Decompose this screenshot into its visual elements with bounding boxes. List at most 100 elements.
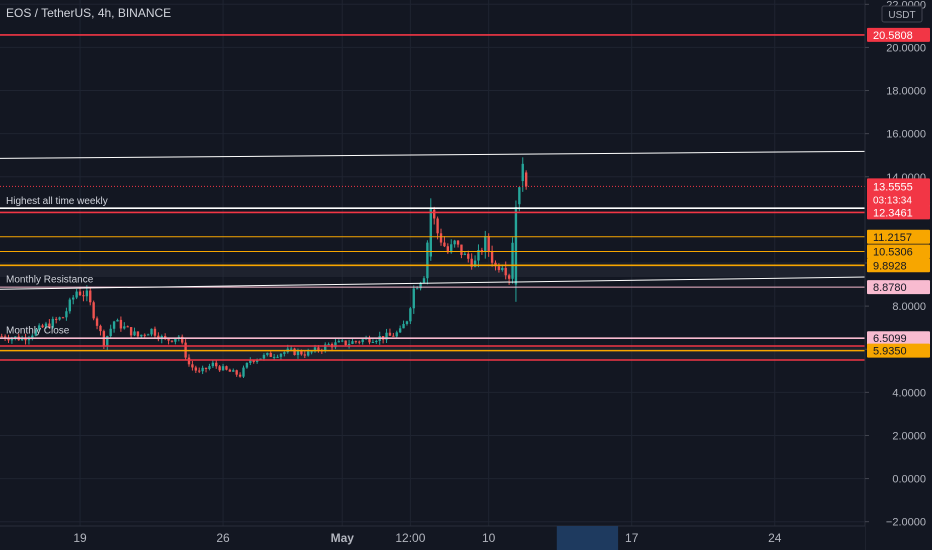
candle-body [95,318,99,326]
candle-body [20,337,24,341]
candle-body [65,311,68,318]
candle-body [436,218,439,234]
countdown-text: 03:13:34 [873,195,912,206]
candle-body [375,340,378,342]
candle-body [521,163,524,182]
trend-line[interactable] [0,150,867,159]
candle-body [443,242,446,247]
candle-body [272,356,276,358]
candle-body [337,341,341,343]
candle-body [283,352,286,354]
candle-body [480,250,484,253]
candle-body [347,343,351,346]
candle-body [463,253,467,255]
price-level-tag [867,244,930,259]
candle-body [514,206,518,285]
time-range-highlight [556,526,619,550]
candle-body [7,338,10,341]
trend-line[interactable] [0,276,867,290]
candle-body [296,350,300,356]
price-level-tag-text: 9.8928 [873,260,907,272]
price-level-tag [867,280,930,295]
candle-body [327,344,330,346]
candle-body [255,359,259,362]
candle-body [153,328,157,336]
y-tick-label: 4.0000 [892,387,926,399]
price-level-tag-text: 12.3461 [873,207,913,219]
candle-body [68,299,72,312]
candle-body [140,334,143,337]
candle-body [497,266,501,271]
level-annotation: Monthly Resistance [6,275,94,286]
candle-body [198,370,201,372]
candle-body [279,353,283,357]
price-level-tag [867,343,930,358]
candle-body [358,341,361,343]
candle-body [460,244,463,255]
candle-body [211,362,215,367]
candle-body [58,317,61,320]
candle-body [269,352,272,357]
current-price-text: 13.5555 [873,181,913,193]
candle-body [494,262,497,267]
candle-body [433,209,436,219]
candle-body [354,341,358,343]
candle-body [0,336,3,338]
candle-body [490,251,494,263]
y-tick-label: −2.0000 [886,517,926,529]
price-level-tag-text: 5.9350 [873,346,907,358]
candle-body [242,367,245,377]
candle-body [191,364,194,368]
price-scale[interactable] [865,0,932,550]
candle-body [501,267,504,271]
price-level-tag-text: 8.8780 [873,282,907,294]
candle-body [99,325,102,332]
candle-body [344,340,347,346]
y-tick-label: 16.0000 [886,129,926,141]
candle-body [317,347,320,351]
candle-body [422,278,426,283]
candle-body [429,209,432,257]
price-level-tag [867,229,930,244]
candle-body [204,367,208,369]
candle-body [92,302,95,319]
support-zone [0,345,865,361]
candle-body [232,370,235,372]
candle-body [143,334,146,336]
price-level-tag [867,205,930,220]
candle-body [187,357,191,365]
candle-body [426,242,429,279]
candle-body [146,334,150,336]
level-annotation: Monthly Close [6,325,70,336]
grid [0,0,865,526]
candle-body [351,341,354,344]
x-tick-label: 19 [73,531,87,545]
candle-body [293,348,296,356]
candle-body [385,332,388,340]
time-scale[interactable] [0,526,865,550]
x-tick-label: May [331,531,355,545]
candle-body [109,328,112,337]
candle-body [310,351,313,353]
candle-body [218,366,221,371]
price-level-tag-text: 10.5306 [873,247,913,259]
candle-body [235,370,238,375]
candle-body [470,258,473,267]
candle-body [453,240,456,245]
candle-body [473,260,477,267]
candle-body [266,352,269,355]
candle-body [511,242,514,279]
candle-body [262,354,266,359]
candle-body [85,290,89,297]
price-level-tag-text: 6.5099 [873,333,907,345]
candle-body [10,338,14,341]
candle-body [215,362,218,367]
candle-body [112,321,116,329]
candle-body [194,367,198,371]
candle-body [174,338,177,342]
currency-box[interactable] [881,5,923,23]
level-annotation: Highest all time weekly [6,196,108,207]
resistance-zone [0,265,865,278]
candle-body [133,331,136,336]
